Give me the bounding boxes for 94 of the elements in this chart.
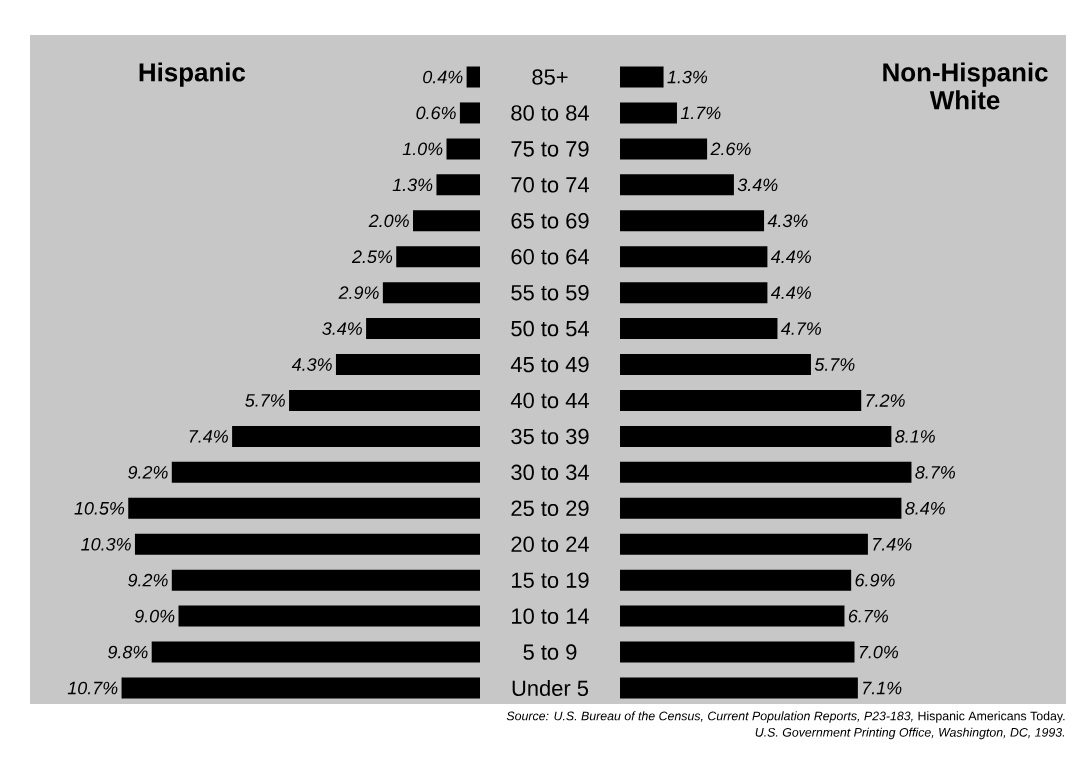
data-label: 2.9% (338, 286, 379, 300)
data-label: 4.3% (291, 358, 332, 371)
bar (459, 102, 480, 124)
bar (134, 533, 480, 555)
text: Hispanic (139, 62, 246, 87)
text: U.S. Government Printing Office, Washington, DC, 1993. (755, 727, 1065, 740)
data-label: 7.4% (189, 430, 228, 443)
y-tick-label: Under 5 (512, 679, 589, 697)
y-tick-label: 45 to 49 (510, 356, 589, 373)
y-tick-label: 85+ (532, 69, 568, 85)
data-label: 8.4% (905, 501, 945, 515)
bar (620, 569, 852, 591)
bar (151, 641, 480, 663)
data-label: 7.1% (863, 681, 902, 695)
data-label: 3.4% (322, 322, 362, 335)
data-label: 9.2% (128, 573, 168, 587)
data-label: 4.4% (770, 250, 811, 263)
y-tick-label: 25 to 29 (511, 500, 589, 517)
data-label: 10.3% (81, 537, 131, 551)
data-label: 2.5% (351, 250, 393, 264)
bar (366, 318, 480, 340)
text: Source: U.S. Bureau of the Census, Current Population Reports, P23-183, Hispanic Americans Today. (506, 711, 1065, 723)
data-label: 10.7% (67, 681, 118, 695)
data-label: 1.7% (680, 106, 721, 120)
bar (620, 641, 855, 663)
data-label: 4.3% (767, 214, 808, 228)
bar (396, 246, 480, 268)
y-tick-label: 80 to 84 (511, 105, 589, 121)
data-label: 8.7% (915, 465, 955, 479)
data-label: 10.5% (74, 501, 125, 515)
data-label: 2.0% (368, 214, 409, 228)
bar (620, 138, 708, 160)
bar (620, 354, 811, 376)
y-tick-label: 10 to 14 (512, 608, 589, 624)
data-label: 1.3% (667, 70, 708, 84)
data-label: 5.7% (245, 394, 285, 407)
bar (382, 282, 480, 304)
data-label: 3.4% (737, 178, 778, 192)
text: Non-Hispanic White (883, 62, 1048, 110)
y-tick-label: 40 to 44 (510, 392, 589, 409)
y-tick-label: 65 to 69 (511, 213, 589, 229)
bar (128, 497, 480, 519)
y-tick-label: 70 to 74 (511, 177, 589, 193)
bar (446, 138, 480, 160)
bar (171, 461, 480, 483)
y-tick-label: 15 to 19 (512, 572, 589, 588)
data-label: 8.1% (895, 430, 935, 443)
data-label: 9.0% (134, 609, 175, 623)
y-tick-label: 5 to 9 (523, 644, 577, 660)
data-label: 2.6% (710, 142, 751, 156)
bar (232, 425, 480, 447)
bar (620, 66, 664, 88)
bar (436, 174, 480, 196)
y-tick-label: 35 to 39 (511, 428, 589, 445)
data-label: 6.7% (848, 609, 888, 623)
data-label: 0.6% (416, 106, 456, 120)
y-tick-label: 30 to 34 (511, 464, 589, 481)
bar (413, 210, 480, 232)
bar (620, 461, 912, 483)
y-tick-label: 20 to 24 (511, 536, 589, 552)
bar (335, 354, 480, 376)
bar (178, 605, 480, 627)
bar (620, 102, 677, 124)
bar (620, 210, 765, 232)
data-label: 9.8% (108, 645, 148, 659)
bar (620, 318, 778, 340)
y-tick-label: 60 to 64 (511, 248, 589, 265)
bar (620, 282, 768, 304)
bar (620, 425, 892, 447)
bar (620, 389, 862, 411)
bar (620, 533, 868, 555)
bar (620, 174, 734, 196)
bar (466, 66, 480, 88)
y-tick-label: 55 to 59 (511, 284, 589, 301)
data-label: 4.7% (780, 322, 821, 335)
y-tick-label: 75 to 79 (511, 141, 589, 157)
bar (121, 677, 480, 699)
bar (171, 569, 480, 591)
data-label: 1.3% (392, 178, 433, 192)
data-label: 9.2% (128, 466, 168, 479)
data-label: 5.7% (814, 358, 855, 371)
bar (620, 497, 902, 519)
bar (289, 389, 480, 411)
data-label: 0.4% (423, 70, 463, 84)
data-label: 7.0% (859, 645, 899, 659)
bar (620, 246, 768, 268)
data-label: 6.9% (855, 573, 895, 587)
data-label: 4.4% (770, 286, 811, 299)
data-label: 7.2% (866, 394, 905, 407)
bar (620, 677, 858, 699)
data-label: 7.4% (873, 537, 912, 551)
bar (620, 605, 845, 627)
y-tick-label: 50 to 54 (511, 320, 589, 337)
data-label: 1.0% (402, 142, 443, 156)
